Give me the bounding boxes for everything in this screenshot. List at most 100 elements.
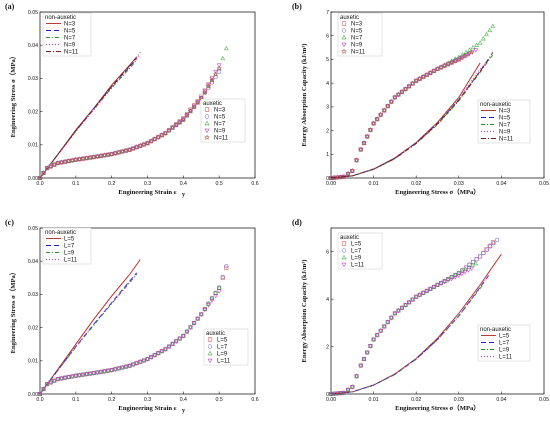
series-markers-L9 <box>37 285 222 396</box>
data-point <box>424 72 430 77</box>
data-point <box>445 278 451 283</box>
legend-marker-swatch <box>341 248 347 253</box>
data-point <box>223 45 229 51</box>
legend-label: N=11 <box>351 50 366 56</box>
data-point <box>456 56 462 62</box>
y-tick-label: 0.05 <box>28 10 38 16</box>
data-point <box>134 144 140 149</box>
data-point <box>134 144 140 150</box>
data-point <box>406 83 412 89</box>
data-point <box>371 336 376 342</box>
data-point <box>385 320 391 325</box>
data-point <box>381 107 387 113</box>
legend-label: L=9 <box>217 352 228 358</box>
data-point <box>206 303 211 308</box>
data-point <box>459 272 465 277</box>
data-point <box>152 352 158 357</box>
data-point <box>424 288 430 293</box>
data-point <box>377 111 384 118</box>
data-point <box>198 311 204 316</box>
data-point <box>216 289 222 294</box>
data-point <box>109 151 115 156</box>
data-point <box>102 369 107 374</box>
data-point <box>163 130 168 135</box>
data-point <box>370 120 377 126</box>
data-point <box>385 103 391 109</box>
data-point <box>59 376 64 382</box>
data-point <box>80 155 86 161</box>
legend-label: N=7 <box>499 123 511 129</box>
legend-marker-swatch <box>341 48 347 54</box>
data-point <box>399 89 405 94</box>
data-point <box>413 78 419 83</box>
data-point <box>399 88 405 95</box>
data-point <box>202 89 208 95</box>
legend-label: N=3 <box>499 109 511 115</box>
data-point <box>396 307 401 313</box>
x-tick-label: 0.01 <box>369 397 379 403</box>
data-point <box>180 334 186 339</box>
data-point <box>137 360 143 365</box>
data-point <box>374 332 380 337</box>
legend-label: N=11 <box>499 137 514 143</box>
data-point <box>37 175 43 181</box>
legend-marker-swatch <box>207 337 213 342</box>
chart-panel: (b) 0.00 0.01 0.02 0.03 0.04 0.05 0 1 2 3 4 5 6 7 Engin… <box>292 2 549 196</box>
legend-label: L=9 <box>499 348 510 354</box>
data-point <box>487 27 493 33</box>
legend-marker-swatch <box>341 21 347 26</box>
legend-label: L=7 <box>351 249 362 255</box>
series-markers-L11 <box>37 289 222 397</box>
data-point <box>428 70 433 75</box>
data-point <box>420 290 426 295</box>
data-point <box>155 134 161 139</box>
data-point <box>374 333 380 338</box>
data-point <box>473 260 479 266</box>
data-point <box>184 329 190 335</box>
data-point <box>191 103 197 110</box>
y-tick-label: 0.04 <box>28 43 38 49</box>
data-point <box>474 42 479 47</box>
data-point <box>126 146 133 153</box>
data-point <box>361 356 367 361</box>
data-point <box>173 338 179 343</box>
x-tick-label: 0.4 <box>180 181 187 187</box>
data-point <box>119 148 126 154</box>
data-point <box>112 367 118 372</box>
data-point <box>123 365 129 370</box>
series-line-N11 <box>39 52 141 179</box>
data-point <box>209 295 215 301</box>
series-line-L9 <box>330 282 485 395</box>
data-point <box>491 241 496 246</box>
data-point <box>345 171 351 176</box>
data-point <box>73 157 79 162</box>
series-line-L5 <box>330 253 502 395</box>
data-point <box>195 317 201 322</box>
y-tick-label: 0.03 <box>28 292 38 298</box>
data-point <box>180 333 186 338</box>
legend-marker-swatch <box>207 350 213 356</box>
data-point <box>452 272 458 277</box>
data-point <box>116 366 122 371</box>
legend-label: L=7 <box>499 341 510 347</box>
y-tick-label: 4 <box>326 297 329 303</box>
data-point <box>392 311 398 316</box>
series-markers-N9 <box>37 63 222 181</box>
data-point <box>209 76 215 81</box>
data-point <box>484 31 489 37</box>
data-point <box>116 365 122 371</box>
data-point <box>152 353 158 358</box>
legend-title: non-auxetic <box>480 327 511 333</box>
data-point <box>94 153 100 159</box>
data-point <box>169 124 176 131</box>
data-point <box>87 371 93 377</box>
data-point <box>141 141 147 147</box>
legend-label: N=3 <box>351 22 363 28</box>
panel-label: (d) <box>292 218 302 227</box>
series-markers-N11 <box>37 65 222 181</box>
legend-label: N=7 <box>214 122 226 128</box>
data-point <box>378 328 384 333</box>
data-point <box>428 287 433 292</box>
plot-frame <box>330 11 545 179</box>
x-tick-label: 0.1 <box>72 181 79 187</box>
